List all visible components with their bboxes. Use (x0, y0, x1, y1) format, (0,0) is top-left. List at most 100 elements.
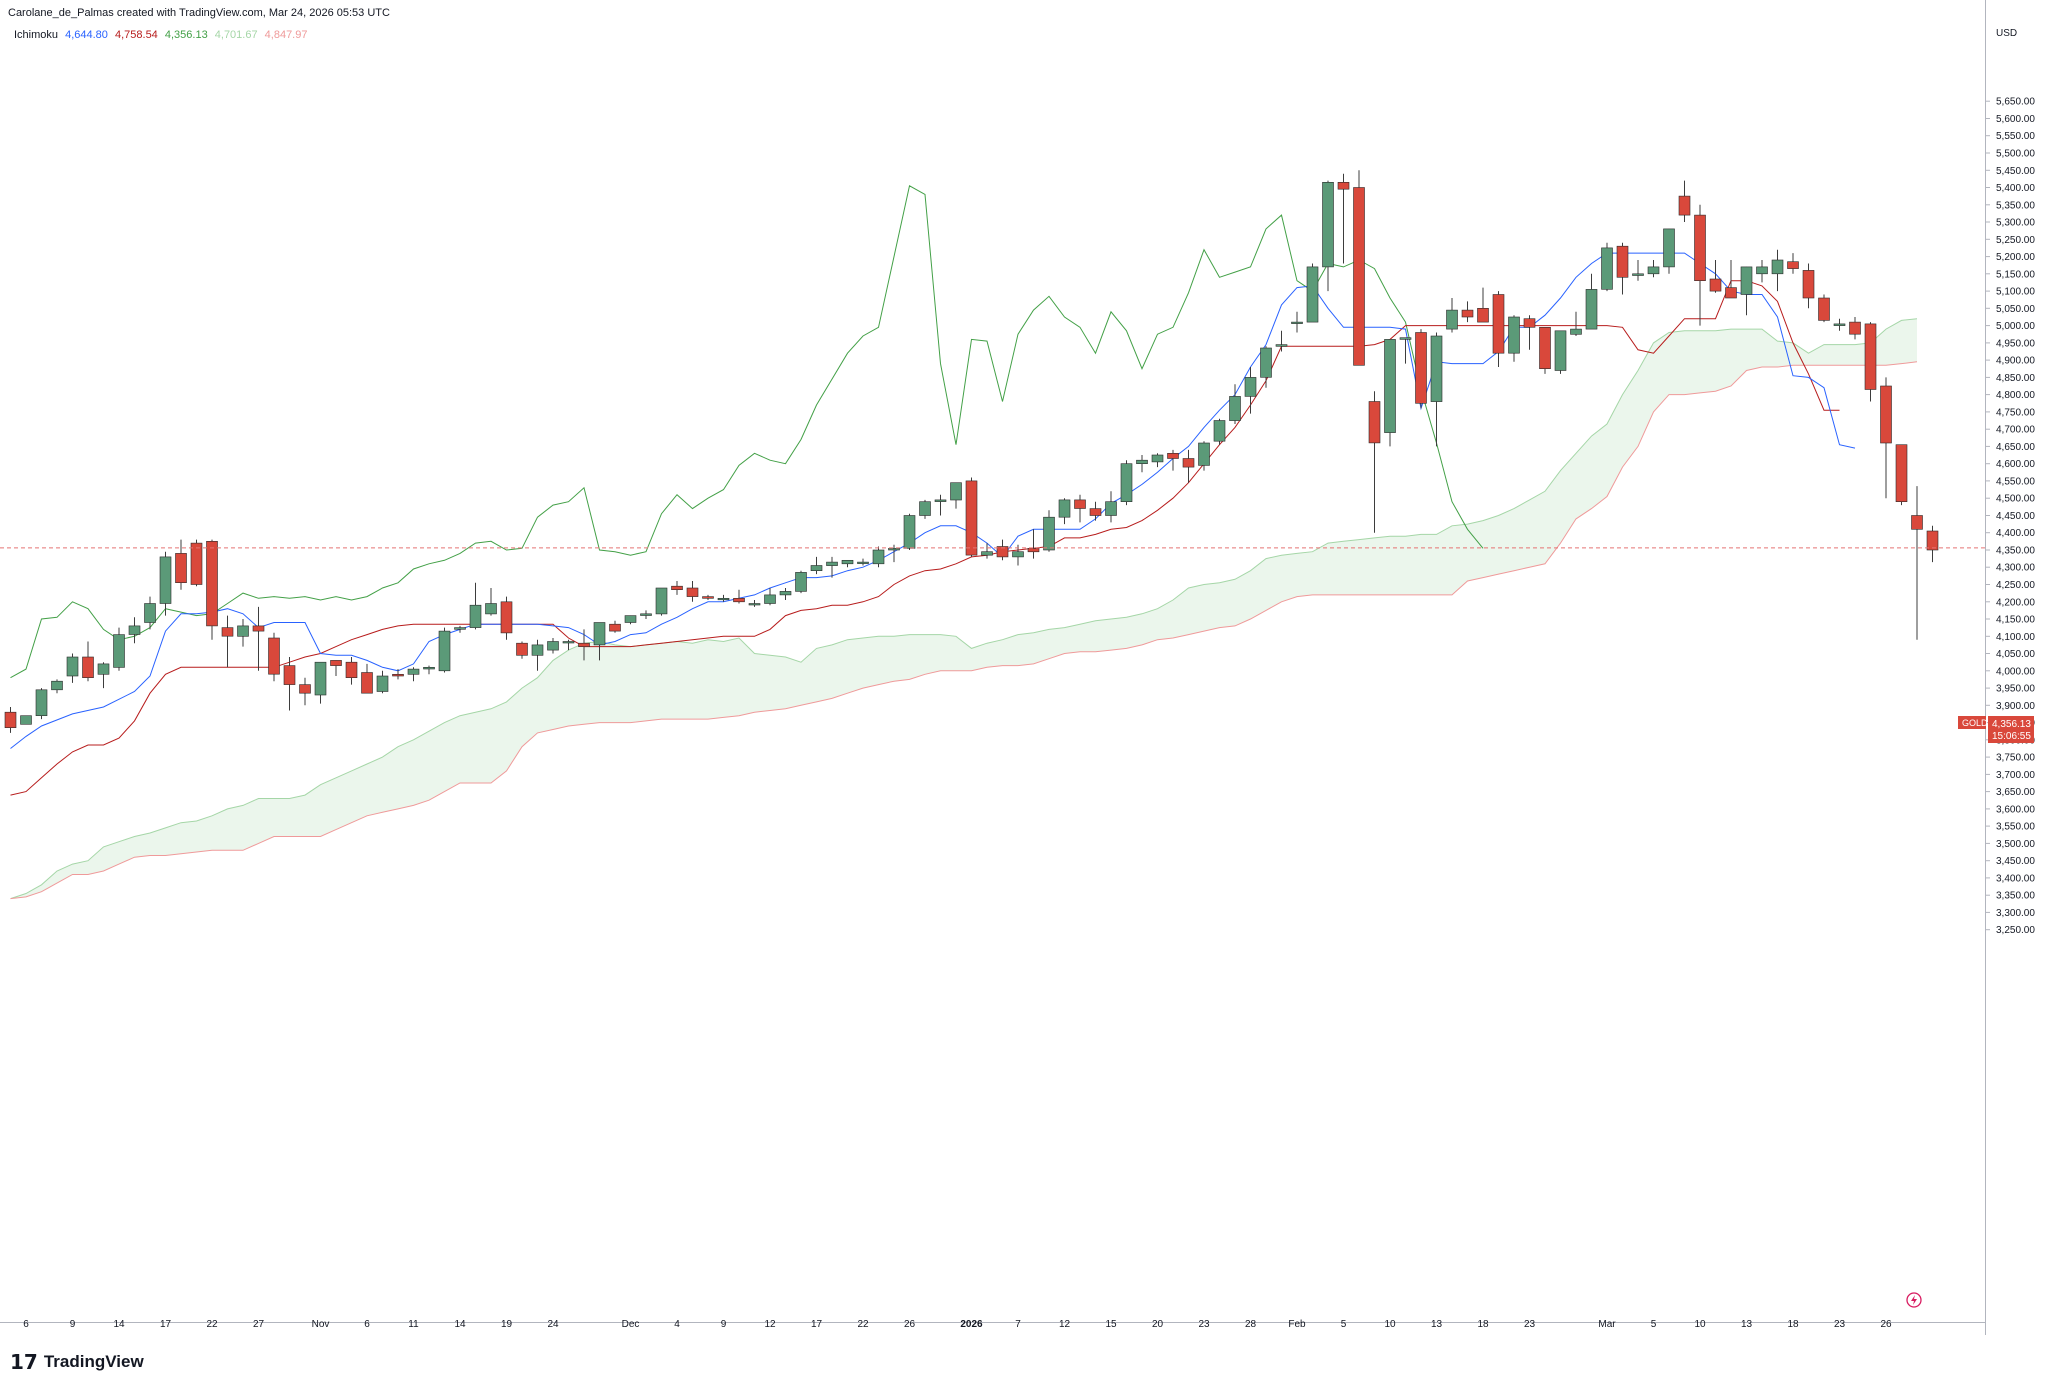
price-axis[interactable]: 3,250.00 3,300.00 3,350.00 3,400.00 3,450.00… (1985, 97, 2035, 937)
y-tick-label: 4,400.00 (1996, 528, 2035, 539)
candle (1074, 494, 1086, 523)
candle-body (1058, 499, 1071, 518)
y-tick-label: 3,650.00 (1996, 787, 2035, 798)
candle (1182, 449, 1195, 483)
candle (1663, 228, 1675, 274)
candle (1880, 377, 1892, 499)
y-tick-label: 5,400.00 (1996, 183, 2035, 194)
candle-body (826, 561, 838, 566)
candle-body (810, 565, 823, 571)
candle (609, 620, 621, 633)
candle-body (1074, 499, 1086, 509)
candle-body (1926, 530, 1939, 551)
tradingview-logo[interactable]: 17 TradingView (10, 1350, 144, 1374)
candle (376, 670, 389, 694)
leading-span-b-line (10, 361, 1918, 900)
candle-body (485, 603, 497, 615)
candle-body (1771, 259, 1784, 275)
candle-body (1027, 547, 1040, 553)
candle (20, 715, 32, 725)
x-tick-label: 15 (1105, 1319, 1117, 1330)
candle-body (1105, 501, 1117, 516)
y-tick-label: 4,750.00 (1996, 407, 2035, 418)
candle-body (1585, 289, 1598, 330)
candle-body (82, 656, 94, 679)
candle (190, 539, 203, 587)
legend-span-b-value: 4,847.97 (264, 29, 308, 41)
legend-indicator-name[interactable]: Ichimoku (14, 29, 59, 41)
candle (159, 551, 172, 616)
x-tick-label: Mar (1598, 1319, 1616, 1330)
candle-body (996, 546, 1009, 558)
y-tick-label: 3,250.00 (1996, 925, 2035, 936)
candle (1864, 322, 1877, 402)
y-tick-label: 3,600.00 (1996, 804, 2035, 815)
candle-body (764, 594, 776, 604)
candle-body (1260, 347, 1272, 378)
candle-body (1461, 309, 1474, 318)
y-tick-label: 4,700.00 (1996, 425, 2035, 436)
symbol-badge-bg (1958, 716, 1986, 729)
candle-body (1849, 321, 1861, 335)
time-axis[interactable]: 6 9 14 17 22 27 Nov 6 11 14 19 24 Dec 4 9 12 17 22 26 2026 7… (23, 1319, 1892, 1330)
candle (144, 596, 156, 630)
candle-body (1756, 266, 1768, 275)
candle (903, 513, 916, 550)
x-tick-label: Dec (622, 1319, 640, 1330)
candle-body (1740, 266, 1753, 295)
candle (1384, 339, 1396, 447)
candle-body (903, 515, 916, 549)
indicator-legend[interactable]: Ichimoku 4,644.80 4,758.54 4,356.13 4,70… (14, 29, 311, 41)
candle-body (1213, 420, 1226, 442)
candle (1740, 266, 1753, 316)
candle (392, 669, 404, 680)
candle-body (1244, 377, 1257, 397)
candle (438, 627, 451, 673)
candle (919, 499, 931, 519)
y-tick-label: 4,900.00 (1996, 356, 2035, 367)
y-tick-label: 4,050.00 (1996, 649, 2035, 660)
cloud-fill (10, 318, 1917, 899)
candle-body (609, 623, 621, 632)
candle (237, 619, 249, 647)
candle-body (392, 673, 404, 677)
y-tick-label: 3,950.00 (1996, 684, 2035, 695)
candle (1833, 318, 1846, 331)
x-tick-label: 10 (1384, 1319, 1396, 1330)
candle-body (1306, 266, 1319, 323)
y-tick-label: 4,500.00 (1996, 494, 2035, 505)
candle-body (934, 499, 947, 502)
x-tick-label: 12 (1059, 1319, 1071, 1330)
candle (671, 581, 683, 595)
conversion-line (10, 252, 1856, 749)
candle-body (702, 596, 714, 599)
x-tick-label: 14 (454, 1319, 466, 1330)
candle (1756, 260, 1768, 283)
candle (562, 639, 575, 651)
lightning-icon[interactable] (1906, 1292, 1922, 1308)
candle-body (1616, 245, 1629, 278)
y-tick-label: 4,200.00 (1996, 597, 2035, 608)
candle (1492, 291, 1505, 367)
candle-body (1291, 321, 1303, 324)
candle (1120, 460, 1133, 506)
candlestick-series (4, 170, 1939, 733)
candle (1771, 249, 1784, 292)
candle (1353, 170, 1365, 366)
candle-body (1802, 270, 1815, 299)
y-tick-label: 4,000.00 (1996, 666, 2035, 677)
y-tick-label: 5,100.00 (1996, 287, 2035, 298)
candle-body (733, 597, 745, 603)
x-tick-label: 17 (160, 1319, 172, 1330)
candle (407, 667, 420, 682)
candle (934, 494, 947, 516)
candle-body (888, 547, 900, 551)
candle (965, 477, 978, 557)
x-tick-label: 13 (1431, 1319, 1443, 1330)
candle (1105, 491, 1117, 523)
candle-body (857, 561, 869, 564)
candle-body (1492, 294, 1505, 354)
symbol-badge-label: GOLD (1962, 718, 1988, 728)
candle (283, 657, 296, 711)
